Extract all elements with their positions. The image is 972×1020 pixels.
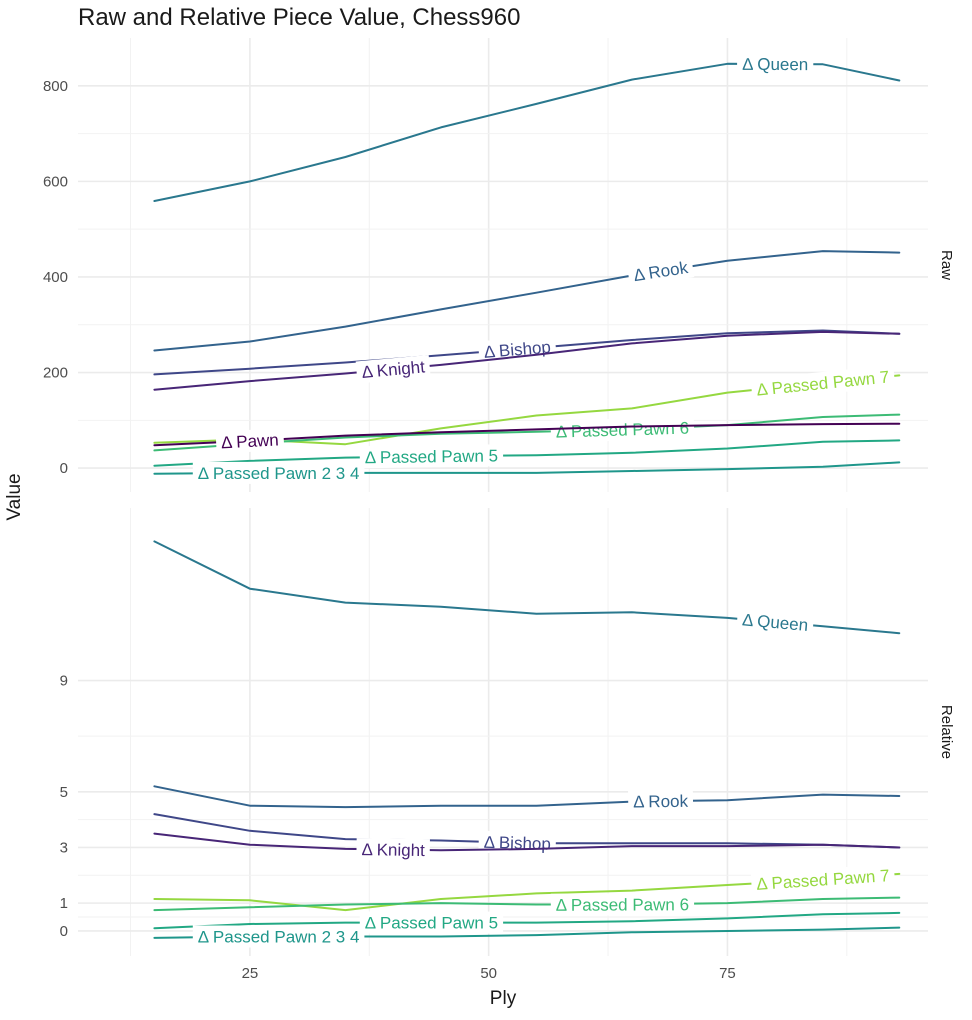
series-label: Δ Knight [361, 840, 425, 860]
series-label: Δ Queen [742, 55, 808, 74]
y-tick-label: 5 [60, 784, 68, 801]
grid-layer [78, 38, 928, 956]
series-label-group: Δ Passed Pawn 6 [550, 893, 695, 916]
x-tick-label: 50 [480, 965, 497, 982]
series-label-group: Δ Passed Pawn 7 [750, 364, 896, 402]
chart-title: Raw and Relative Piece Value, Chess960 [78, 4, 521, 31]
series-label: Δ Passed Pawn 5 [365, 446, 499, 467]
series-label-group: Δ Rook [628, 789, 694, 813]
series-label-bg [736, 607, 815, 637]
series-label-bg [750, 863, 896, 896]
series-label-bg [359, 444, 504, 469]
series-label-group: Δ Rook [626, 255, 695, 287]
series-label-bg [215, 428, 285, 454]
series-label-bg [477, 335, 557, 364]
series-label-bg [192, 925, 365, 948]
series-label-bg [355, 354, 431, 384]
y-tick-label: 0 [60, 460, 68, 477]
y-tick-label: 9 [60, 673, 68, 690]
y-tick-label: 800 [43, 78, 68, 95]
panel-strip-label: Relative [938, 705, 955, 759]
series-label-group: Δ Pawn [215, 428, 285, 454]
series-label-bg [626, 255, 695, 287]
series-line [153, 832, 901, 852]
series-label: Δ Passed Pawn 2 3 4 [198, 464, 360, 483]
series-label-group: Δ Queen [737, 52, 814, 76]
series-label-group: Δ Passed Pawn 5 [359, 444, 504, 469]
series-label-group: Δ Bishop [478, 830, 557, 855]
x-tick-label: 75 [719, 965, 736, 982]
series-line [153, 62, 901, 202]
series-line [153, 250, 901, 352]
series-label: Δ Passed Pawn 6 [556, 895, 689, 914]
series-label-group: Δ Passed Pawn 6 [550, 416, 695, 443]
y-tick-label: 1 [60, 895, 68, 912]
y-tick-label: 200 [43, 365, 68, 382]
series-label: Δ Rook [632, 258, 690, 285]
series-label: Δ Pawn [221, 430, 280, 452]
series-label-bg [356, 838, 430, 862]
series-label-bg [192, 461, 365, 484]
series-label-bg [737, 52, 814, 76]
series-label-group: Δ Queen [736, 607, 815, 637]
series-label-group: Δ Passed Pawn 5 [359, 911, 504, 934]
series-label: Δ Passed Pawn 2 3 4 [198, 928, 360, 947]
x-tick-label: 25 [242, 965, 259, 982]
y-axis-title: Value [4, 473, 25, 520]
series-label-bg [628, 789, 694, 813]
series-line [153, 330, 901, 391]
panel-strip-label: Raw [938, 250, 955, 280]
series-label-group: Δ Passed Pawn 7 [750, 863, 896, 896]
series-line [153, 911, 901, 930]
series-label-bg [359, 911, 504, 934]
series-label-group: Δ Knight [356, 838, 430, 862]
series-label-group: Δ Passed Pawn 2 3 4 [192, 461, 365, 484]
axis-layer: 0 200 400 600 800 Raw 0 1 3 5 9 Relative 25 50 75 Ply Va… [4, 78, 955, 1009]
series-label: Δ Rook [633, 792, 689, 812]
series-layer: Δ Queen Δ Rook Δ Bishop Δ Knight Δ Passed Pa… [153, 52, 901, 948]
series-line [153, 439, 901, 467]
series-line [153, 896, 901, 912]
x-axis-title: Ply [490, 988, 517, 1009]
y-tick-label: 400 [43, 269, 68, 286]
series-label-bg [750, 364, 896, 402]
y-tick-label: 3 [60, 839, 68, 856]
series-label-bg [550, 416, 695, 443]
series-label: Δ Passed Pawn 5 [365, 914, 498, 933]
series-label-bg [550, 893, 695, 916]
y-tick-label: 0 [60, 923, 68, 940]
series-line [153, 785, 901, 809]
series-label-group: Δ Passed Pawn 2 3 4 [192, 925, 365, 948]
series-label: Δ Passed Pawn 6 [556, 419, 690, 442]
series-label-group: Δ Knight [355, 354, 431, 384]
series-label: Δ Bishop [483, 833, 551, 854]
y-tick-label: 600 [43, 173, 68, 190]
